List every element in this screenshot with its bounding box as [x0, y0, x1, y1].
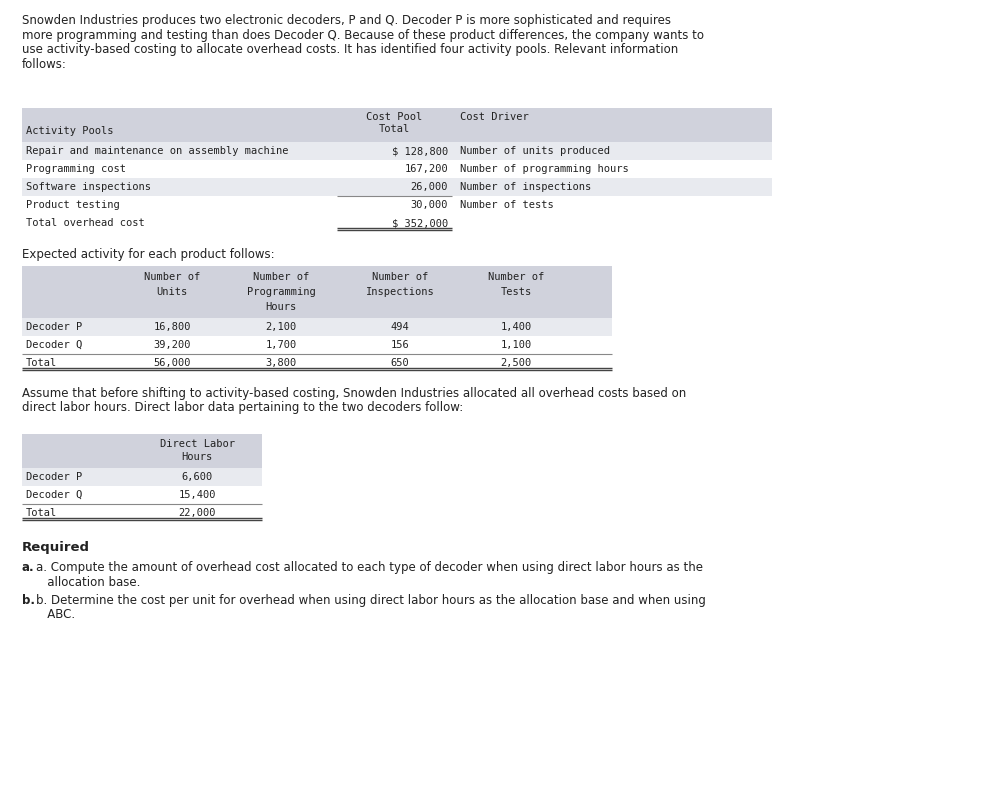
Text: 16,800: 16,800 — [153, 322, 191, 332]
Text: 650: 650 — [391, 358, 410, 368]
Text: 6,600: 6,600 — [181, 472, 213, 482]
Text: 156: 156 — [391, 340, 410, 350]
Text: Direct Labor: Direct Labor — [159, 439, 235, 449]
Text: Decoder P: Decoder P — [26, 472, 83, 482]
Text: Hours: Hours — [265, 302, 296, 312]
Bar — [22, 318, 612, 336]
Text: Cost Pool: Cost Pool — [367, 112, 422, 122]
Bar — [22, 196, 772, 214]
Text: more programming and testing than does Decoder Q. Because of these product diffe: more programming and testing than does D… — [22, 28, 704, 41]
Text: $ 128,800: $ 128,800 — [392, 146, 448, 156]
Text: 3,800: 3,800 — [265, 358, 296, 368]
Bar — [22, 434, 262, 468]
Text: use activity-based costing to allocate overhead costs. It has identified four ac: use activity-based costing to allocate o… — [22, 43, 678, 56]
Text: 56,000: 56,000 — [153, 358, 191, 368]
Text: 39,200: 39,200 — [153, 340, 191, 350]
Bar — [22, 178, 772, 196]
Text: Decoder Q: Decoder Q — [26, 340, 83, 350]
Bar — [22, 266, 612, 318]
Text: Expected activity for each product follows:: Expected activity for each product follo… — [22, 248, 274, 261]
Text: Tests: Tests — [500, 287, 532, 297]
Text: Number of: Number of — [488, 272, 544, 282]
Bar — [22, 468, 262, 486]
Text: 1,100: 1,100 — [500, 340, 532, 350]
Text: Number of: Number of — [372, 272, 428, 282]
Text: 1,400: 1,400 — [500, 322, 532, 332]
Text: Units: Units — [156, 287, 188, 297]
Text: 22,000: 22,000 — [178, 508, 216, 518]
Text: Programming: Programming — [247, 287, 315, 297]
Text: Number of units produced: Number of units produced — [460, 146, 610, 156]
Text: direct labor hours. Direct labor data pertaining to the two decoders follow:: direct labor hours. Direct labor data pe… — [22, 401, 463, 414]
Text: 494: 494 — [391, 322, 410, 332]
Text: Decoder Q: Decoder Q — [26, 490, 83, 500]
Text: Decoder P: Decoder P — [26, 322, 83, 332]
Bar — [22, 160, 772, 178]
Text: Assume that before shifting to activity-based costing, Snowden Industries alloca: Assume that before shifting to activity-… — [22, 387, 686, 400]
Text: 30,000: 30,000 — [411, 200, 448, 210]
Text: 1,700: 1,700 — [265, 340, 296, 350]
Text: Software inspections: Software inspections — [26, 182, 151, 192]
Bar — [22, 354, 612, 372]
Text: $ 352,000: $ 352,000 — [392, 218, 448, 228]
Text: Total: Total — [26, 508, 58, 518]
Text: follows:: follows: — [22, 58, 67, 71]
Bar — [22, 504, 262, 522]
Text: Product testing: Product testing — [26, 200, 119, 210]
Text: ABC.: ABC. — [36, 608, 76, 621]
Text: Snowden Industries produces two electronic decoders, P and Q. Decoder P is more : Snowden Industries produces two electron… — [22, 14, 671, 27]
Text: 15,400: 15,400 — [178, 490, 216, 500]
Text: Total overhead cost: Total overhead cost — [26, 218, 145, 228]
Text: Number of: Number of — [144, 272, 200, 282]
Text: Inspections: Inspections — [366, 287, 434, 297]
Text: 167,200: 167,200 — [405, 164, 448, 174]
Text: Programming cost: Programming cost — [26, 164, 126, 174]
Text: a.: a. — [22, 561, 35, 574]
Text: Number of programming hours: Number of programming hours — [460, 164, 629, 174]
Text: b. Determine the cost per unit for overhead when using direct labor hours as the: b. Determine the cost per unit for overh… — [36, 594, 706, 607]
Text: a. Compute the amount of overhead cost allocated to each type of decoder when us: a. Compute the amount of overhead cost a… — [36, 561, 703, 574]
Text: 26,000: 26,000 — [411, 182, 448, 192]
Text: Number of tests: Number of tests — [460, 200, 554, 210]
Text: Total: Total — [26, 358, 58, 368]
Text: Activity Pools: Activity Pools — [26, 126, 113, 136]
Text: Total: Total — [379, 124, 411, 134]
Bar — [22, 336, 612, 354]
Text: Cost Driver: Cost Driver — [460, 112, 529, 122]
Text: allocation base.: allocation base. — [36, 576, 140, 589]
Text: 2,100: 2,100 — [265, 322, 296, 332]
Bar — [22, 214, 772, 232]
Text: 2,500: 2,500 — [500, 358, 532, 368]
Bar — [22, 142, 772, 160]
Bar — [22, 486, 262, 504]
Text: b.: b. — [22, 594, 35, 607]
Text: Number of: Number of — [252, 272, 309, 282]
Bar — [22, 108, 772, 142]
Text: Repair and maintenance on assembly machine: Repair and maintenance on assembly machi… — [26, 146, 288, 156]
Text: Number of inspections: Number of inspections — [460, 182, 591, 192]
Text: Hours: Hours — [181, 452, 213, 462]
Text: Required: Required — [22, 541, 90, 554]
